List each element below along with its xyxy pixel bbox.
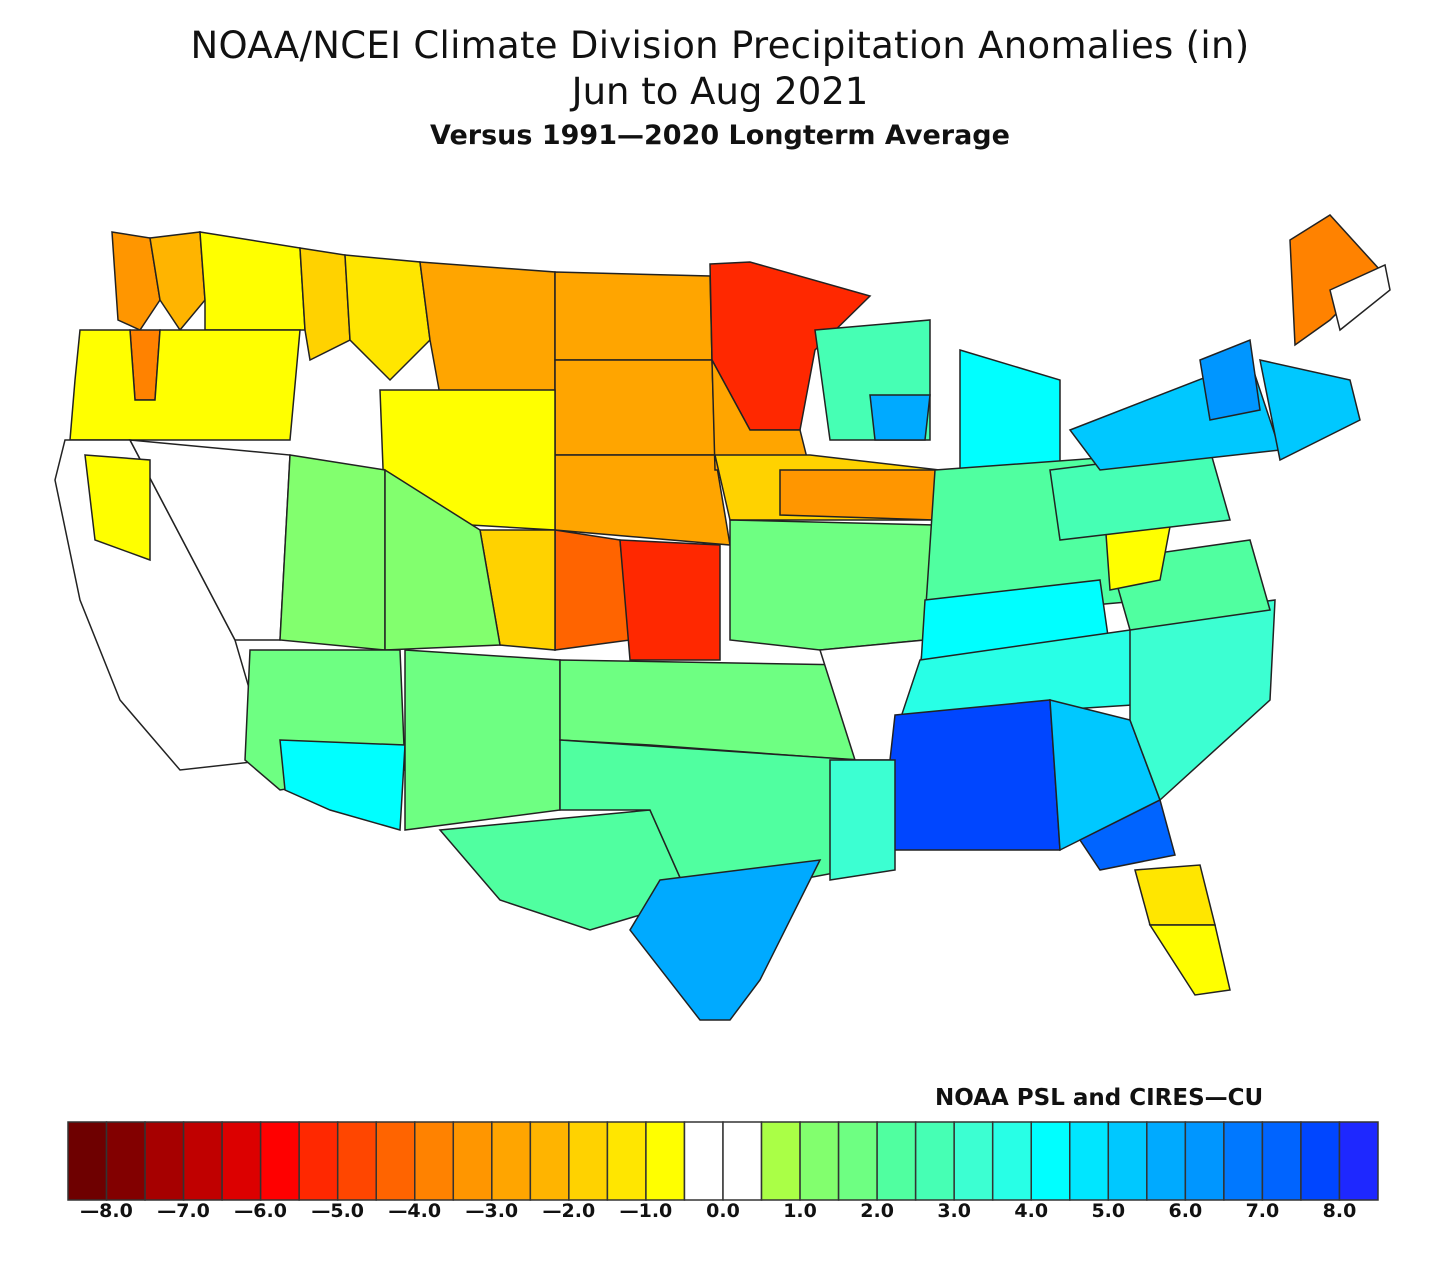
colorbar-bin [606,1121,647,1201]
colorbar-tick-label: 3.0 [937,1200,972,1222]
colorbar-tick-label: 4.0 [1014,1200,1049,1222]
climate-division-region: Central Kansas: -5.5 in [619,539,721,661]
climate-division-region: Utah: 1 in [279,454,386,651]
climate-division-region: Mississippi/Alabama: 7.5 in [879,699,1061,851]
colorbar-bin [914,1121,955,1201]
colorbar-tick-label: 5.0 [1091,1200,1126,1222]
colorbar-tick-label: —3.0 [465,1200,519,1222]
climate-division-region: Nebraska: -3 in [554,454,731,546]
colorbar-bin [837,1121,878,1201]
colorbar-tick-label: 6.0 [1168,1200,1203,1222]
climate-division-region: Eastern Wisconsin: 5.5 in [869,394,931,441]
climate-division-region: Washington Cascades: -2.5 in [149,231,206,332]
colorbar-tick-label: —5.0 [311,1200,365,1222]
colorbar-bin [991,1121,1032,1201]
colorbar-bin [375,1121,416,1201]
colorbar-bin [1338,1121,1379,1201]
colorbar-bin [1069,1121,1110,1201]
colorbar-bin [182,1121,223,1201]
colorbar-bin [529,1121,570,1201]
colorbar-bin [645,1121,686,1201]
climate-division-region: Western Kansas: -4.5 in [554,529,631,651]
colorbar-bin [760,1121,801,1201]
climate-division-region: Northern New York: 6 in [1199,338,1261,421]
colorbar-tick-label: —1.0 [619,1200,673,1222]
colorbar-bin [298,1121,339,1201]
colorbar-bin [722,1121,763,1201]
climate-division-region: Oregon: -1 in [69,329,301,441]
climate-division-region: South Dakota: -3 in [554,359,716,456]
climate-division-region: Western Colorado: 1 in [384,468,501,651]
colorbar-bin [1030,1121,1071,1201]
colorbar-bin [259,1121,300,1201]
colorbar-bin [1261,1121,1302,1201]
climate-division-region: Coastal Maine: 0 in [1329,263,1391,332]
climate-division-region: South Texas coast: 5.5 in [629,859,822,1021]
colorbar-bin [876,1121,917,1201]
climate-division-region: South Florida: -1 in [1148,924,1231,996]
colorbar-tick-label: 8.0 [1322,1200,1357,1222]
climate-division-region: New England: 5 in [1259,359,1361,462]
map-title: NOAA/NCEI Climate Division Precipitation… [190,24,1250,67]
colorbar-bin [452,1121,493,1201]
climate-division-region: New Mexico: 1.5 in [404,649,561,831]
climate-division-region: Missouri: 1.5 in [729,519,936,651]
climate-division-region: Central/Eastern Montana: -3 in [419,261,556,396]
climate-division-region: Western Washington coast: -3.5 in [111,231,161,331]
colorbar-tick-label: —2.0 [542,1200,596,1222]
colorbar-bin [1184,1121,1225,1201]
climate-division-region: North Florida: 7 in [1078,798,1176,871]
colorbar-bin [683,1121,724,1201]
climate-division-region: Carolinas: 3 in [1129,599,1276,802]
climate-division-region: Central Florida: -1.5 in [1134,864,1216,926]
colorbar-tick-label: —6.0 [234,1200,287,1222]
climate-division-region: Louisiana: 3 in [829,759,896,881]
colorbar-tick-label: 2.0 [860,1200,894,1222]
climate-division-region: Southern Arizona: 4 in [279,739,406,831]
colorbar-bin [1146,1121,1187,1201]
colorbar-bin [1107,1121,1148,1201]
climate-division-region: Northern Illinois: -3.5 in [779,469,941,521]
colorbar-ticks: —8.0 —7.0 —6.0 —5.0 —4.0 —3.0 —2.0 —1.0 0.0 1.0 2.… [0,1200,1440,1230]
colorbar-bin [1223,1121,1264,1201]
colorbar-tick-label: —8.0 [80,1200,133,1222]
colorbar-tick-label: —4.0 [388,1200,442,1222]
colorbar-bin [221,1121,262,1201]
colorbar-bin [491,1121,532,1201]
colorbar-bin [568,1121,609,1201]
colorbar-tick-label: 0.0 [706,1200,740,1222]
colorbar-tick-label: 7.0 [1245,1200,1280,1222]
colorbar-bin [67,1121,108,1201]
colorbar-tick-label: 1.0 [783,1200,817,1222]
climate-division-region: Eastern Washington: -1 in [199,231,306,331]
climate-division-region: Northern California interior: -1 in [84,454,151,562]
map-period: Jun to Aug 2021 [571,70,869,113]
climate-division-region: Idaho Panhandle: -2 in [299,247,351,362]
colorbar-bin [144,1121,185,1201]
climate-division-region: North Dakota: -3 in [554,271,713,361]
climate-division-region: Western Montana: -1.5 in [344,254,431,382]
colorbar [67,1121,1379,1201]
credit-label: NOAA PSL and CIRES—CU [935,1085,1264,1111]
climate-division-region: Southern Minnesota: -3 in [711,359,811,471]
colorbar-bin [105,1121,146,1201]
map-baseline: Versus 1991—2020 Longterm Average [430,120,1010,151]
colorbar-bin [336,1121,377,1201]
colorbar-bin [953,1121,994,1201]
colorbar-tick-label: —7.0 [157,1200,210,1222]
colorbar-bin [414,1121,455,1201]
colorbar-bin [799,1121,840,1201]
colorbar-bin [1300,1121,1341,1201]
us-climate-division-map: Western Washington coast: -3.5 inWashing… [54,214,1391,1021]
